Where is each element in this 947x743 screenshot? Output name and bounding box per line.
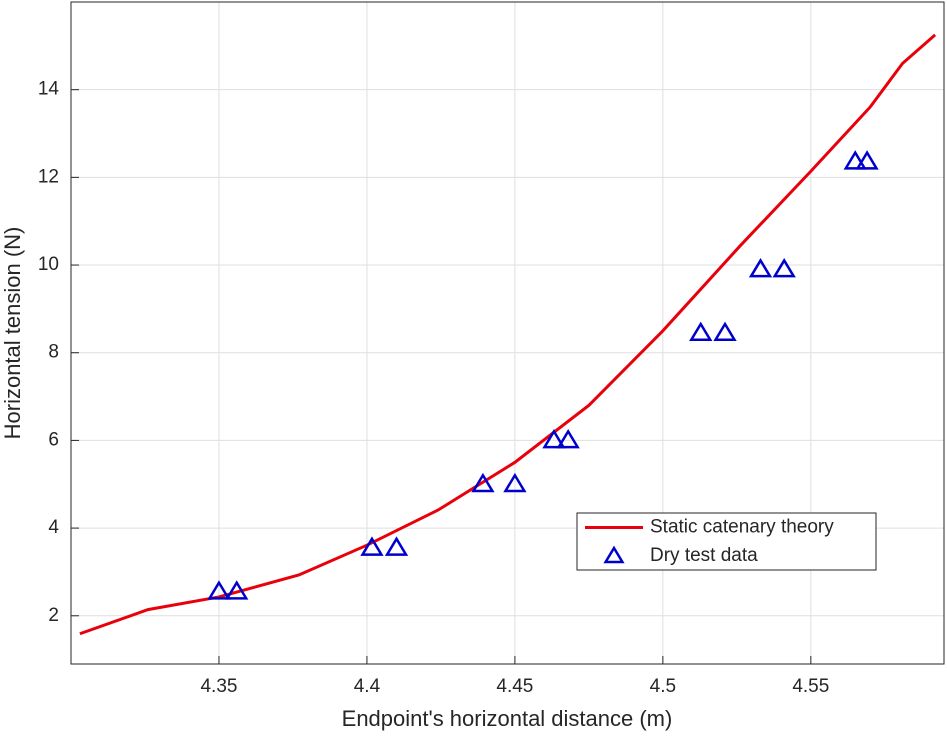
data-point bbox=[384, 536, 409, 556]
x-tick-label: 4.4 bbox=[354, 676, 381, 697]
data-point bbox=[713, 321, 737, 341]
data-point bbox=[772, 258, 796, 278]
legend-swatch bbox=[603, 545, 625, 564]
legend-box bbox=[576, 512, 877, 571]
data-point bbox=[503, 472, 527, 493]
data-point bbox=[748, 258, 773, 278]
data-point bbox=[855, 150, 879, 170]
y-tick-label: 10 bbox=[38, 254, 59, 275]
x-tick-label: 4.5 bbox=[650, 676, 676, 697]
y-tick-label: 4 bbox=[48, 517, 59, 538]
plot-frame bbox=[70, 1, 945, 665]
data-point bbox=[207, 580, 231, 600]
y-axis-title: Horizontal tension (N) bbox=[0, 227, 25, 440]
y-tick-label: 6 bbox=[48, 429, 59, 450]
data-point bbox=[225, 580, 249, 600]
legend: Static catenary theory Dry test data bbox=[576, 512, 877, 571]
y-tick-label: 2 bbox=[48, 605, 59, 626]
y-tick-label: 12 bbox=[38, 166, 59, 187]
x-tick-label: 4.55 bbox=[792, 676, 829, 697]
y-tick-label: 8 bbox=[48, 342, 59, 363]
data-point bbox=[556, 428, 580, 449]
x-tick-label: 4.35 bbox=[200, 676, 237, 697]
y-tick-label: 14 bbox=[38, 79, 60, 100]
data-point bbox=[689, 321, 713, 341]
legend-label: Static catenary theory bbox=[650, 517, 834, 538]
data-point bbox=[471, 472, 495, 493]
data-point bbox=[360, 536, 384, 556]
data-point bbox=[542, 428, 566, 449]
data-point bbox=[843, 150, 867, 170]
legend-label: Dry test data bbox=[650, 545, 758, 566]
x-tick-label: 4.45 bbox=[496, 676, 533, 697]
x-axis-title: Endpoint's horizontal distance (m) bbox=[342, 706, 673, 731]
